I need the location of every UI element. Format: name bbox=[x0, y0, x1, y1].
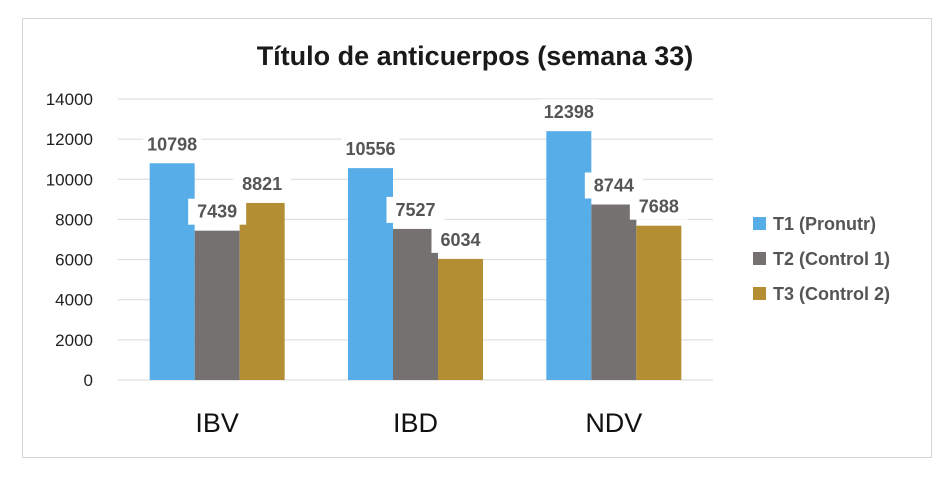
data-label-background bbox=[431, 226, 490, 253]
data-label: 10798 bbox=[147, 134, 197, 154]
bar-ibd-series-2 bbox=[393, 228, 438, 380]
x-tick-label: IBD bbox=[393, 408, 438, 438]
x-tick-label: NDV bbox=[585, 408, 642, 438]
bar-ndv-series-1 bbox=[546, 131, 592, 380]
y-tick-label: 6000 bbox=[55, 251, 93, 270]
data-label-background bbox=[386, 196, 445, 223]
legend-label: T2 (Control 1) bbox=[773, 249, 890, 269]
x-tick-label: IBV bbox=[195, 408, 239, 438]
x-axis-ticks: IBV IBD NDV bbox=[195, 408, 642, 438]
bars bbox=[149, 131, 682, 380]
data-label-background bbox=[233, 170, 292, 197]
data-label-background bbox=[143, 131, 202, 158]
data-label-background bbox=[629, 193, 688, 220]
legend-label: T1 (Pronutr) bbox=[773, 214, 876, 234]
chart-title: Título de anticuerpos (semana 33) bbox=[257, 41, 694, 71]
data-label: 12398 bbox=[544, 102, 594, 122]
bar-ndv-series-3 bbox=[636, 225, 682, 380]
chart-frame: Título de anticuerpos (semana 33) 0 2000 4… bbox=[22, 18, 932, 458]
data-label: 8821 bbox=[242, 174, 282, 194]
data-label: 10556 bbox=[345, 139, 395, 159]
bar-ndv-series-2 bbox=[591, 204, 637, 380]
y-tick-label: 14000 bbox=[46, 90, 93, 109]
data-label-background bbox=[341, 136, 400, 163]
legend-swatch bbox=[753, 287, 766, 300]
bar-chart: Título de anticuerpos (semana 33) 0 2000 4… bbox=[46, 41, 890, 438]
bar-ibd-series-1 bbox=[348, 168, 393, 380]
data-label: 6034 bbox=[440, 230, 480, 250]
data-label: 7439 bbox=[197, 202, 237, 222]
data-label-background bbox=[539, 99, 598, 126]
legend: T1 (Pronutr) T2 (Control 1) T3 (Control 2) bbox=[753, 214, 890, 304]
bar-ibv-series-2 bbox=[194, 230, 240, 380]
legend-swatch bbox=[753, 252, 766, 265]
y-tick-label: 2000 bbox=[55, 331, 93, 350]
bar-ibd-series-3 bbox=[438, 258, 483, 380]
bar-ibv-series-3 bbox=[239, 202, 285, 380]
y-tick-label: 0 bbox=[84, 371, 93, 390]
y-axis-ticks: 0 2000 4000 6000 8000 10000 12000 14000 bbox=[46, 90, 93, 390]
data-label: 7688 bbox=[639, 197, 679, 217]
y-tick-label: 8000 bbox=[55, 210, 93, 229]
legend-label: T3 (Control 2) bbox=[773, 284, 890, 304]
y-tick-label: 10000 bbox=[46, 170, 93, 189]
y-tick-label: 4000 bbox=[55, 291, 93, 310]
data-label: 7527 bbox=[395, 200, 435, 220]
data-label: 8744 bbox=[594, 175, 634, 195]
y-tick-label: 12000 bbox=[46, 130, 93, 149]
legend-swatch bbox=[753, 217, 766, 230]
data-label-background bbox=[188, 198, 247, 225]
bar-ibv-series-1 bbox=[149, 163, 195, 380]
